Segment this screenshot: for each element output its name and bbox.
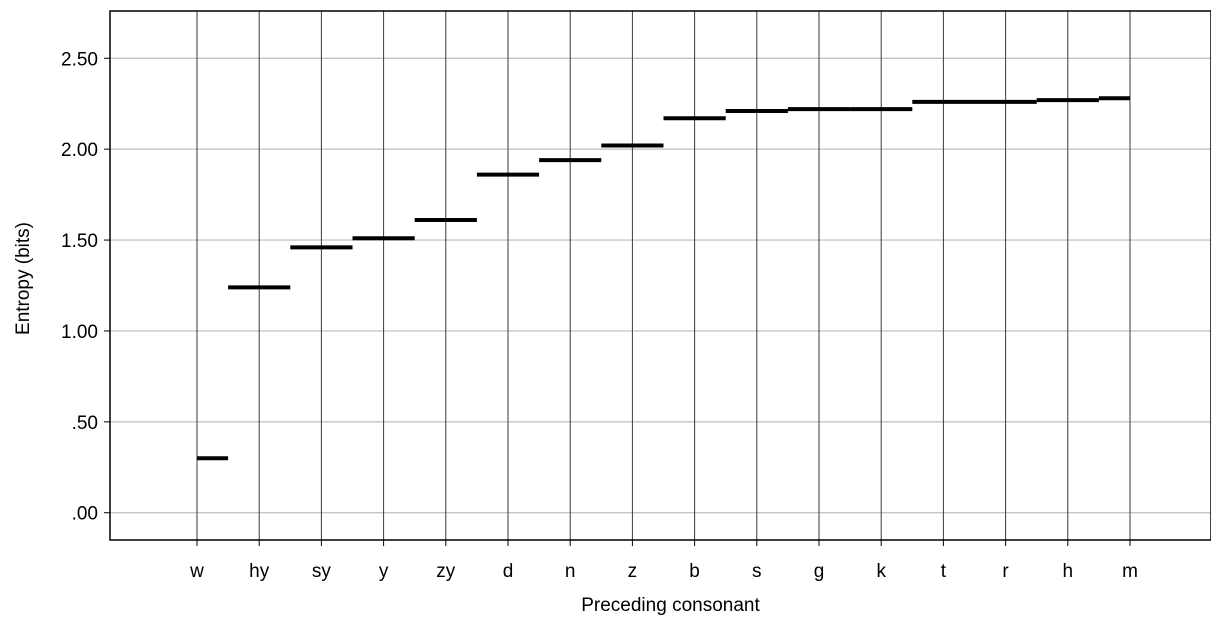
x-axis-title: Preceding consonant [581,595,760,616]
y-tick-label: 1.50 [61,231,98,252]
x-tick-label: g [814,561,825,582]
x-axis-ticks: w hy sy y zy d n z b s g k t r h m [189,540,1138,582]
x-tick-label: h [1063,561,1074,582]
y-tick-label: 2.00 [61,140,98,161]
x-tick-label: w [189,561,204,582]
x-tick-label: hy [249,561,270,582]
plot-frame [109,10,1211,541]
x-tick-label: m [1122,561,1138,582]
y-axis-title: Entropy (bits) [13,222,34,335]
x-tick-label: sy [312,561,332,582]
x-tick-label: z [628,561,638,582]
x-tick-label: n [565,561,576,582]
x-tick-label: d [503,561,514,582]
y-tick-label: .50 [72,413,98,434]
y-axis-ticks: .00 .50 1.00 1.50 2.00 2.50 [61,49,110,525]
x-tick-label: k [876,561,886,582]
data-series [197,96,1130,461]
x-tick-label: b [689,561,700,582]
x-tick-label: zy [436,561,456,582]
y-tick-label: 1.00 [61,322,98,343]
y-tick-label: 2.50 [61,49,98,70]
x-tick-label: s [752,561,762,582]
x-tick-label: y [379,561,389,582]
y-tick-label: .00 [72,504,98,525]
grid [110,11,1211,540]
x-tick-label: t [941,561,947,582]
x-tick-label: r [1002,561,1009,582]
